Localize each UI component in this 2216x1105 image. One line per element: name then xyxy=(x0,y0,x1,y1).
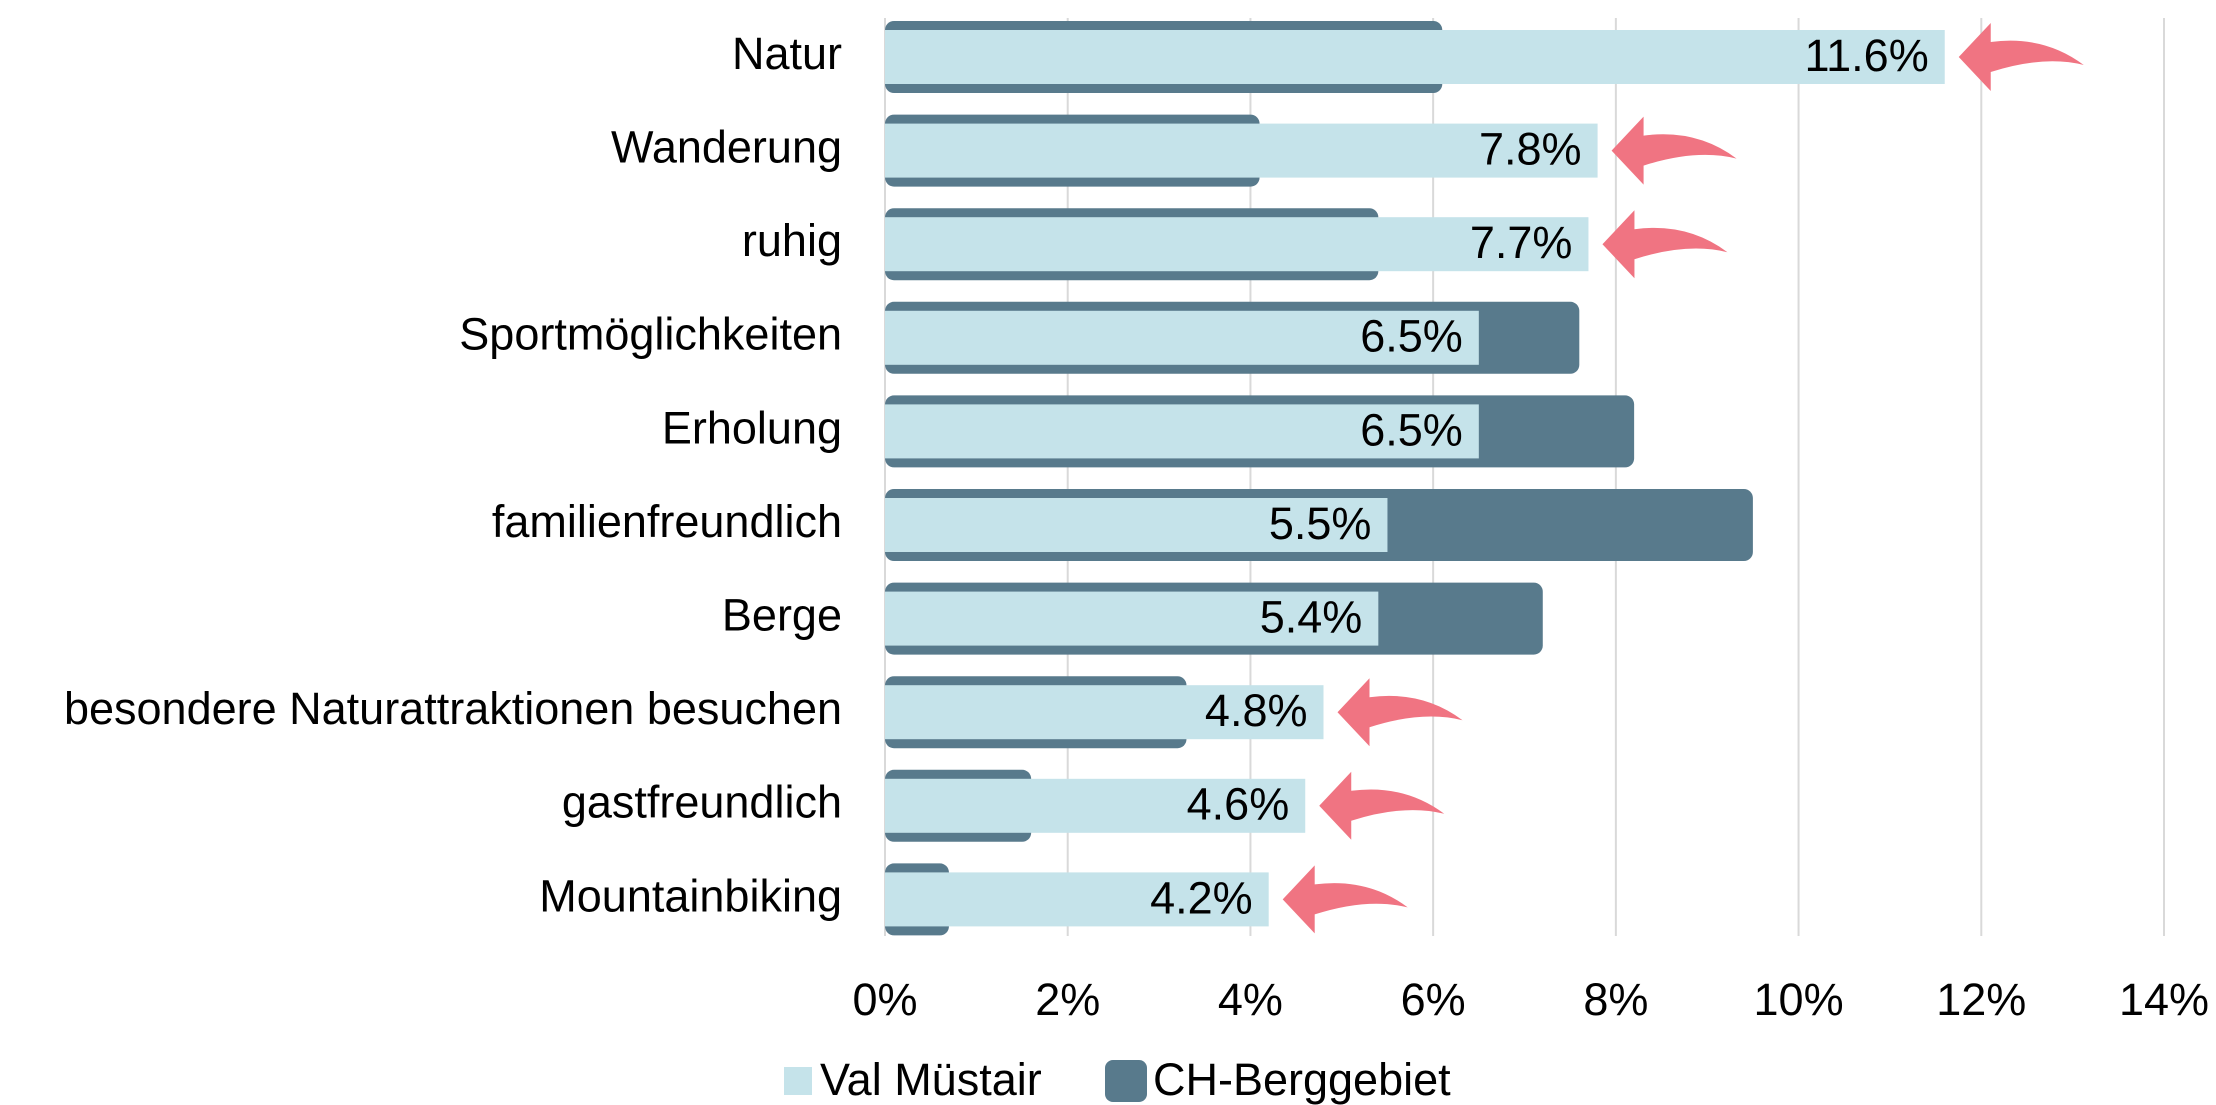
arrow xyxy=(1337,678,1463,747)
legend-swatch xyxy=(784,1067,812,1095)
bar xyxy=(885,310,1479,365)
category-label: Wanderung xyxy=(611,121,842,172)
x-tick-label: 2% xyxy=(1035,974,1100,1025)
bar xyxy=(885,123,1598,178)
category-label: gastfreundlich xyxy=(562,777,842,828)
x-tick-label: 6% xyxy=(1401,974,1466,1025)
legend-swatch xyxy=(1105,1060,1147,1102)
arrow xyxy=(1282,865,1408,934)
category-label: Sportmöglichkeiten xyxy=(459,309,842,360)
data-label: 7.8% xyxy=(1479,123,1582,174)
category-label: Berge xyxy=(722,589,842,640)
arrow xyxy=(1602,210,1728,279)
bar xyxy=(885,30,1945,84)
data-label: 4.2% xyxy=(1150,872,1253,923)
category-label: Erholung xyxy=(662,402,842,453)
x-tick-label: 12% xyxy=(1936,974,2026,1025)
arrow xyxy=(1319,771,1445,840)
data-label: 6.5% xyxy=(1360,311,1463,362)
data-label: 5.5% xyxy=(1269,498,1372,549)
x-tick-label: 14% xyxy=(2119,974,2209,1025)
data-label: 11.6% xyxy=(1804,30,1928,81)
x-tick-label: 10% xyxy=(1754,974,1844,1025)
arrow xyxy=(1958,23,2084,91)
data-label: 5.4% xyxy=(1260,591,1363,642)
bar xyxy=(885,685,1324,740)
category-label: besondere Naturattraktionen besuchen xyxy=(64,683,842,734)
bar xyxy=(885,872,1269,927)
bar xyxy=(885,498,1388,552)
bar xyxy=(885,591,1379,646)
data-label: 4.6% xyxy=(1187,779,1290,830)
bar xyxy=(885,404,1479,459)
data-label: 7.7% xyxy=(1470,217,1573,268)
x-tick-label: 4% xyxy=(1218,974,1283,1025)
category-label: ruhig xyxy=(742,215,842,266)
category-label: Mountainbiking xyxy=(539,870,842,921)
bar xyxy=(885,778,1306,833)
legend-label: Val Müstair xyxy=(820,1054,1042,1105)
x-tick-label: 0% xyxy=(852,974,917,1025)
data-label: 6.5% xyxy=(1360,404,1463,455)
category-label: Natur xyxy=(732,28,842,79)
bar xyxy=(885,217,1589,272)
category-label: familienfreundlich xyxy=(492,496,842,547)
x-tick-label: 8% xyxy=(1583,974,1648,1025)
legend-label: CH-Berggebiet xyxy=(1153,1054,1451,1105)
data-label: 4.8% xyxy=(1205,685,1308,736)
arrow xyxy=(1611,116,1737,185)
